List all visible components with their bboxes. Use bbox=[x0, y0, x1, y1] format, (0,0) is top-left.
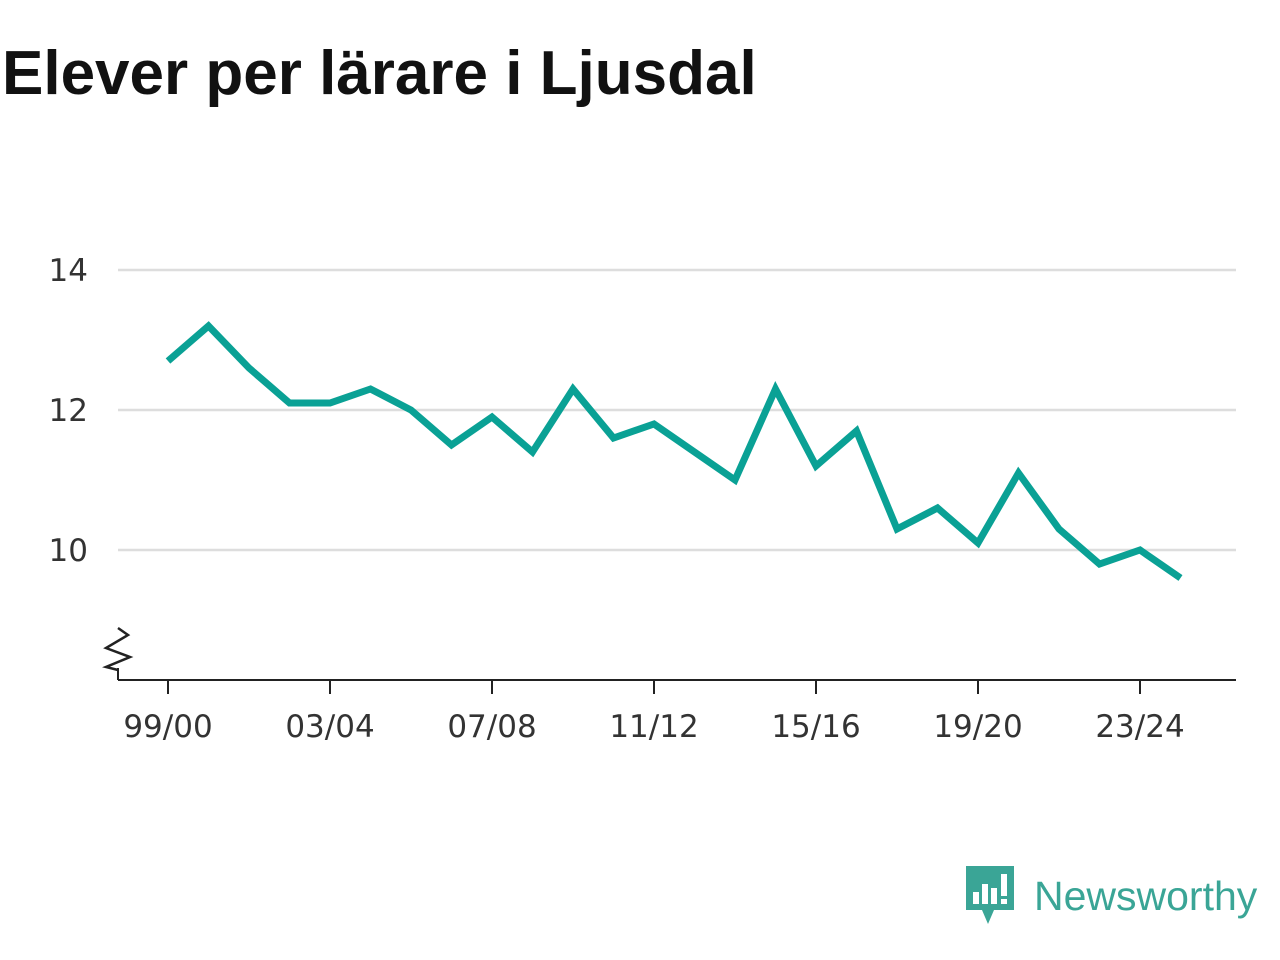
series-line bbox=[165, 321, 1183, 581]
x-tick-label: 11/12 bbox=[609, 709, 698, 745]
brand-name: Newsworthy bbox=[1034, 872, 1258, 919]
x-tick-label: 23/24 bbox=[1095, 709, 1184, 745]
x-tick-label: 19/20 bbox=[933, 709, 1022, 745]
x-tick-label: 99/00 bbox=[123, 709, 212, 745]
x-tick-label: 03/04 bbox=[285, 709, 374, 745]
brand: Newsworthy bbox=[964, 864, 1257, 928]
x-tick-label: 15/16 bbox=[771, 709, 860, 745]
data-points bbox=[165, 323, 1185, 582]
x-axis bbox=[102, 626, 1236, 681]
y-tick-label: 14 bbox=[49, 253, 88, 289]
y-tick-label: 10 bbox=[49, 533, 88, 569]
chart-title: Elever per lärare i Ljusdal bbox=[2, 39, 757, 108]
newsworthy-logo-icon bbox=[966, 866, 1014, 924]
x-tick-label: 07/08 bbox=[447, 709, 536, 745]
x-axis-ticks: 99/00 03/04 07/08 11/12 15/16 19/20 23/24 bbox=[123, 680, 1185, 745]
y-axis-ticks: 10 12 14 bbox=[49, 253, 88, 569]
gridlines bbox=[118, 268, 1236, 552]
y-tick-label: 12 bbox=[49, 393, 88, 429]
axis-break-icon bbox=[102, 626, 134, 672]
